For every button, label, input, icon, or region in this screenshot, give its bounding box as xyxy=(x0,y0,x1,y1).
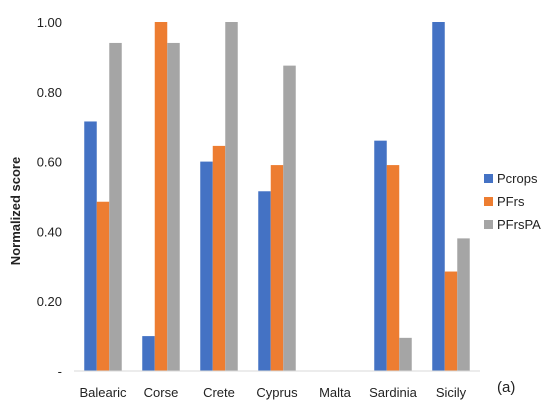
legend-swatch xyxy=(484,220,493,229)
x-axis-ticks: Balearic Corse Crete Cyprus Malta Sardinia Sic… xyxy=(80,385,467,400)
bar-pfrspa-corse xyxy=(167,42,180,371)
bar-pcrops-corse xyxy=(142,336,155,371)
x-tick-label: Corse xyxy=(144,385,179,400)
bar-pcrops-sicily xyxy=(432,22,445,371)
bar-pfrspa-sardinia xyxy=(399,337,412,371)
bar-pfrs-cyprus xyxy=(270,165,284,371)
bar-pfrspa-crete xyxy=(225,22,238,371)
bar-pfrspa-cyprus xyxy=(283,65,296,371)
bar-pfrspa-sicily xyxy=(457,238,470,371)
legend-label: PFrs xyxy=(497,194,525,209)
x-tick-label: Sardinia xyxy=(369,385,417,400)
bars-group xyxy=(84,22,470,371)
y-tick-label: 1.00 xyxy=(37,15,62,30)
bar-pfrs-sardinia xyxy=(386,165,400,371)
bar-pcrops-sardinia xyxy=(374,140,387,371)
bar-pfrs-crete xyxy=(212,145,226,371)
y-tick-label: 0.60 xyxy=(37,155,62,170)
y-axis-ticks: - 0.20 0.40 0.60 0.80 1.00 xyxy=(37,15,62,379)
x-tick-label: Sicily xyxy=(436,385,467,400)
y-tick-label: - xyxy=(58,364,62,379)
y-axis-title-group: Normalized score xyxy=(8,157,23,265)
y-axis-title: Normalized score xyxy=(8,157,23,265)
panel-label: (a) xyxy=(497,379,515,396)
x-tick-label: Crete xyxy=(203,385,235,400)
x-tick-label: Malta xyxy=(319,385,352,400)
bar-pfrspa-balearic xyxy=(109,42,122,371)
bar-pfrs-sicily xyxy=(444,271,458,371)
legend-swatch xyxy=(484,174,493,183)
y-tick-label: 0.80 xyxy=(37,85,62,100)
bar-pcrops-crete xyxy=(200,161,213,371)
x-tick-label: Cyprus xyxy=(256,385,298,400)
legend-label: Pcrops xyxy=(497,171,538,186)
legend-swatch xyxy=(484,197,493,206)
y-tick-label: 0.20 xyxy=(37,294,62,309)
legend: Pcrops PFrs PFrsPA xyxy=(484,171,541,232)
bar-pfrs-corse xyxy=(154,22,168,371)
bar-pcrops-cyprus xyxy=(258,191,271,371)
x-tick-label: Balearic xyxy=(80,385,127,400)
y-tick-label: 0.40 xyxy=(37,224,62,239)
bar-pcrops-balearic xyxy=(84,121,97,371)
legend-label: PFrsPA xyxy=(497,217,541,232)
bar-pfrs-balearic xyxy=(96,201,110,371)
